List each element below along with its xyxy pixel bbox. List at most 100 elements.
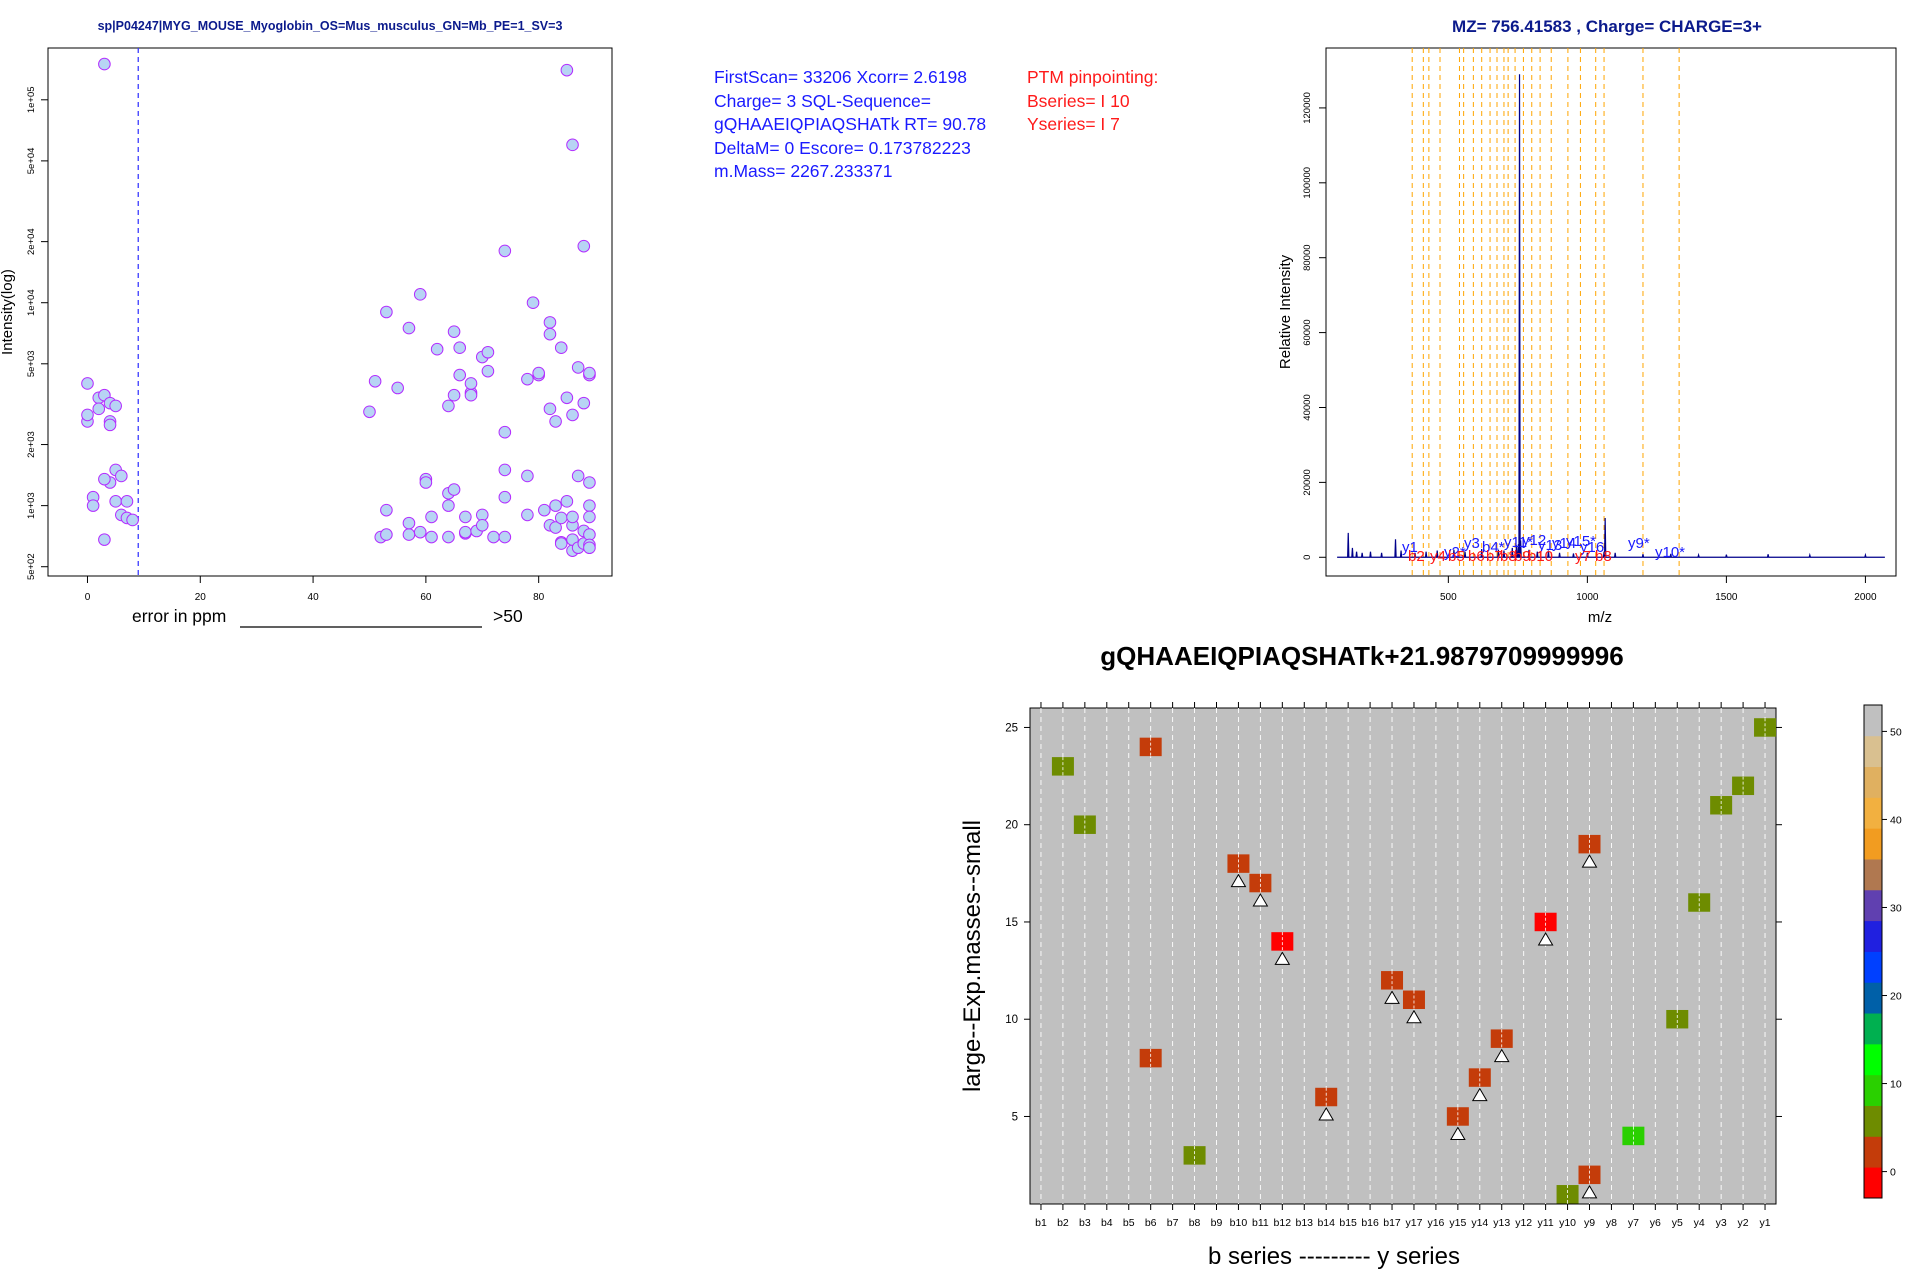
data-point <box>419 476 433 489</box>
y-tick-label: 10 <box>1005 1014 1018 1026</box>
fragment-label: b9 <box>1514 548 1531 565</box>
fragment-label: y4 <box>1430 548 1446 565</box>
data-point <box>380 528 393 541</box>
heatmap-cell <box>1381 971 1404 990</box>
heatmap-cell <box>1183 1146 1206 1165</box>
data-point <box>571 469 585 483</box>
data-point <box>413 288 427 301</box>
colorbar-segment <box>1864 1105 1882 1137</box>
fragment-label: y10* <box>1655 544 1685 561</box>
colorbar-tick-label: 40 <box>1890 814 1902 826</box>
data-point <box>549 415 562 428</box>
data-point <box>413 525 427 539</box>
colorbar-segment <box>1864 1167 1882 1199</box>
heatmap-cell <box>1666 1009 1689 1029</box>
y-tick-label: 2e+03 <box>26 431 37 458</box>
x-tick-label: y15 <box>1449 1217 1466 1229</box>
colorbar-tick-label: 30 <box>1890 902 1902 914</box>
data-point <box>92 402 106 416</box>
fragment-label: y12 <box>1522 532 1546 549</box>
fragment-label: b10 <box>1528 548 1553 565</box>
data-point <box>402 516 416 530</box>
y-tick-label: 120000 <box>1302 92 1313 124</box>
spectrum-trace <box>1337 74 1885 558</box>
x-tick-label: b2 <box>1057 1217 1069 1229</box>
y-tick-label: 60000 <box>1302 319 1313 345</box>
x-tick-label: 60 <box>420 592 432 603</box>
x-tick-label: b3 <box>1079 1217 1091 1229</box>
match-marker-triangle <box>1384 990 1400 1004</box>
colorbar-segment <box>1864 951 1882 983</box>
data-point <box>554 511 568 525</box>
ppm-error-scatter-chart: sp|P04247|MYG_MOUSE_Myoglobin_OS=Mus_mus… <box>0 19 613 628</box>
y-tick-label: 5e+04 <box>26 148 37 175</box>
heatmap-cell <box>1271 932 1294 951</box>
x-tick-label: b11 <box>1252 1217 1269 1229</box>
x-tick-label: b8 <box>1189 1217 1201 1229</box>
data-point <box>583 499 596 512</box>
fragment-label: y1 <box>1402 539 1418 556</box>
colorbar-segment <box>1864 1013 1882 1045</box>
scan-info-text: FirstScan= 33206 Xcorr= 2.6198 Charge= 3… <box>714 67 987 181</box>
x-tick-label: y4 <box>1694 1217 1705 1229</box>
x-tick-label: y14 <box>1471 1217 1488 1229</box>
data-point <box>560 391 574 405</box>
x-tick-label: 80 <box>533 592 545 603</box>
match-marker-triangle <box>1581 1184 1598 1199</box>
colorbar-segment <box>1864 1074 1882 1106</box>
fragment-label: y3 <box>1464 535 1480 552</box>
heatmap-cell <box>1227 854 1250 873</box>
y-tick-label: 15 <box>1005 917 1018 929</box>
data-point <box>583 366 596 380</box>
data-point <box>464 388 478 402</box>
heatmap-cell <box>1578 1165 1601 1185</box>
fragment-label: y11* <box>1504 534 1533 551</box>
colorbar-tick-label: 50 <box>1890 726 1902 738</box>
data-point <box>543 316 557 329</box>
match-marker-triangle <box>1252 893 1269 907</box>
heatmap-cell <box>1249 873 1272 893</box>
data-point <box>81 408 94 422</box>
x-tick-label: y2 <box>1738 1217 1749 1229</box>
y-tick-label: 100000 <box>1302 167 1313 199</box>
match-marker-triangle <box>1230 873 1247 888</box>
x-tick-label: y1 <box>1759 1217 1770 1229</box>
data-point <box>81 377 94 390</box>
data-point <box>521 372 534 386</box>
scatter-y-axis-label: Intensity(log) <box>0 269 16 355</box>
y-tick-label: 5e+03 <box>26 350 37 377</box>
match-marker-triangle <box>1471 1087 1488 1102</box>
fragment-label: y15* <box>1566 533 1596 550</box>
y-tick-label: 1e+03 <box>26 492 37 519</box>
fragment-label: b7 <box>1486 548 1503 565</box>
x-tick-label: b7 <box>1167 1217 1179 1229</box>
data-point <box>475 508 489 522</box>
x-tick-label: 0 <box>85 592 91 603</box>
data-point <box>442 499 455 512</box>
data-point <box>425 530 438 544</box>
fragment-label: b8 <box>1500 548 1517 565</box>
heatmap-cell <box>1732 776 1755 796</box>
x-tick-label: y16 <box>1427 1217 1444 1229</box>
x-tick-label: y7 <box>1628 1217 1639 1229</box>
heatmap-cell <box>1556 1185 1579 1204</box>
y-tick-label: 1e+04 <box>26 289 37 316</box>
data-point <box>453 368 467 382</box>
data-point <box>498 463 512 477</box>
colorbar-segment <box>1864 859 1882 891</box>
data-point <box>402 321 416 335</box>
match-marker-triangle <box>1581 854 1598 868</box>
x-tick-label: b1 <box>1035 1217 1047 1229</box>
heatmap-cell <box>1446 1107 1469 1126</box>
data-point <box>498 530 512 544</box>
x-tick-label: y11 <box>1538 1217 1554 1229</box>
data-point <box>566 138 579 152</box>
data-point <box>391 381 404 395</box>
heatmap-cell <box>1490 1029 1513 1048</box>
heatmap-cell <box>1578 834 1601 854</box>
data-point <box>430 342 444 356</box>
x-tick-label: y9 <box>1584 1217 1595 1229</box>
data-point <box>571 361 585 374</box>
scatter-x-axis-suffix: >50 <box>493 606 523 626</box>
x-tick-label: y3 <box>1716 1217 1727 1229</box>
